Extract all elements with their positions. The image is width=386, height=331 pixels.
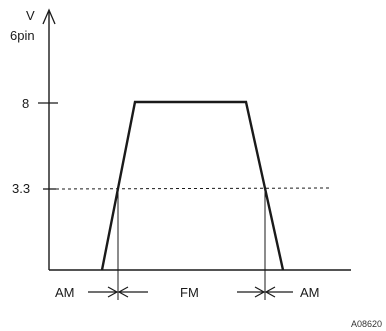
axis-subtitle-label: 6pin	[10, 28, 35, 43]
band-label-am-left: AM	[55, 285, 75, 300]
y-axis-arrowhead	[42, 8, 56, 25]
right-boundary-arrows	[237, 286, 293, 298]
tick-label-8: 8	[22, 96, 29, 111]
band-label-am-right: AM	[300, 285, 320, 300]
figure-code: A08620	[351, 319, 382, 329]
threshold-dashed-line	[55, 187, 331, 190]
tick-label-3-3: 3.3	[12, 181, 30, 196]
axis-unit-label: V	[26, 8, 35, 23]
band-label-fm: FM	[180, 285, 199, 300]
voltage-waveform	[100, 100, 285, 271]
left-boundary-arrows	[88, 286, 148, 298]
